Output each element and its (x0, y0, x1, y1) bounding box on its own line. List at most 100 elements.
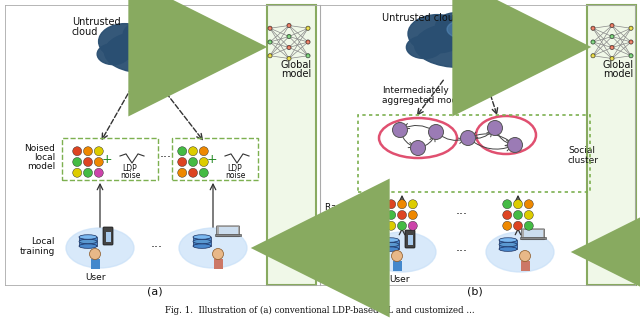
Circle shape (629, 40, 633, 44)
Circle shape (524, 211, 533, 220)
FancyBboxPatch shape (216, 226, 239, 237)
Polygon shape (611, 24, 613, 26)
Circle shape (408, 221, 417, 230)
Circle shape (591, 26, 595, 30)
Circle shape (212, 249, 223, 260)
Circle shape (524, 200, 533, 209)
Polygon shape (288, 24, 290, 26)
Circle shape (287, 45, 291, 50)
FancyBboxPatch shape (522, 229, 545, 240)
Text: +: + (207, 153, 218, 166)
Circle shape (189, 157, 198, 166)
Circle shape (306, 54, 310, 58)
Bar (520, 237, 546, 240)
FancyArrow shape (392, 261, 401, 271)
Text: local: local (34, 153, 55, 162)
FancyArrow shape (90, 259, 99, 269)
Text: User: User (84, 272, 105, 281)
Polygon shape (307, 55, 309, 57)
Circle shape (610, 24, 614, 28)
Circle shape (172, 49, 176, 53)
Text: Fig. 1.  Illustration of (a) conventional LDP-based FL and customized ...: Fig. 1. Illustration of (a) conventional… (165, 306, 475, 315)
Ellipse shape (368, 232, 436, 272)
Circle shape (199, 168, 208, 177)
Text: LDP: LDP (228, 164, 243, 173)
Ellipse shape (66, 228, 134, 268)
Text: Raw local: Raw local (325, 204, 368, 213)
Text: Noised: Noised (24, 144, 55, 153)
Text: Social: Social (568, 146, 595, 155)
Text: User: User (390, 274, 410, 283)
Text: noise: noise (120, 171, 140, 179)
Circle shape (73, 168, 82, 177)
FancyBboxPatch shape (137, 29, 179, 43)
Ellipse shape (79, 244, 97, 248)
Ellipse shape (104, 31, 186, 73)
Text: ···: ··· (456, 209, 468, 222)
Circle shape (199, 147, 208, 156)
Text: LDP: LDP (123, 164, 138, 173)
Circle shape (83, 157, 93, 166)
Ellipse shape (79, 235, 97, 239)
Polygon shape (592, 27, 594, 29)
Polygon shape (630, 27, 632, 29)
Text: cluster: cluster (568, 156, 599, 165)
Polygon shape (269, 27, 271, 29)
Polygon shape (630, 41, 632, 43)
Circle shape (489, 43, 493, 46)
Circle shape (178, 147, 187, 156)
Bar (587, 5, 636, 285)
Circle shape (513, 200, 522, 209)
Bar (267, 5, 316, 285)
FancyBboxPatch shape (103, 227, 113, 245)
Bar (381, 240, 399, 249)
Bar (106, 232, 111, 242)
Ellipse shape (447, 20, 479, 38)
Text: ···: ··· (160, 151, 172, 165)
Circle shape (408, 200, 417, 209)
Circle shape (287, 56, 291, 61)
Text: ···: ··· (151, 242, 163, 254)
Text: Global: Global (280, 60, 312, 70)
Circle shape (488, 120, 502, 136)
Ellipse shape (124, 22, 161, 47)
Text: model: model (603, 69, 633, 79)
Ellipse shape (161, 43, 189, 63)
Bar (79, 237, 97, 246)
Circle shape (610, 45, 614, 50)
Circle shape (629, 54, 633, 58)
Circle shape (73, 147, 82, 156)
Ellipse shape (381, 238, 399, 242)
Ellipse shape (436, 13, 478, 40)
Circle shape (387, 200, 396, 209)
Ellipse shape (193, 244, 211, 248)
Circle shape (513, 211, 522, 220)
FancyBboxPatch shape (454, 37, 496, 52)
Polygon shape (592, 55, 594, 57)
Text: cloud: cloud (72, 27, 99, 37)
Ellipse shape (97, 43, 129, 65)
Circle shape (392, 251, 403, 261)
Circle shape (591, 54, 595, 58)
Circle shape (524, 221, 533, 230)
Polygon shape (269, 55, 271, 57)
Text: Global: Global (602, 60, 634, 70)
Ellipse shape (193, 235, 211, 239)
Circle shape (172, 34, 176, 38)
Bar (62, 138, 158, 180)
Circle shape (502, 200, 512, 209)
Ellipse shape (477, 35, 510, 57)
Circle shape (591, 40, 595, 44)
Circle shape (178, 157, 187, 166)
Ellipse shape (79, 239, 97, 244)
Ellipse shape (381, 247, 399, 251)
Text: Local: Local (344, 241, 368, 250)
FancyArrow shape (214, 259, 223, 269)
Bar (215, 234, 241, 236)
Circle shape (429, 125, 444, 139)
Circle shape (306, 26, 310, 30)
Ellipse shape (499, 242, 517, 247)
Circle shape (513, 221, 522, 230)
Circle shape (268, 54, 272, 58)
Circle shape (520, 251, 531, 261)
